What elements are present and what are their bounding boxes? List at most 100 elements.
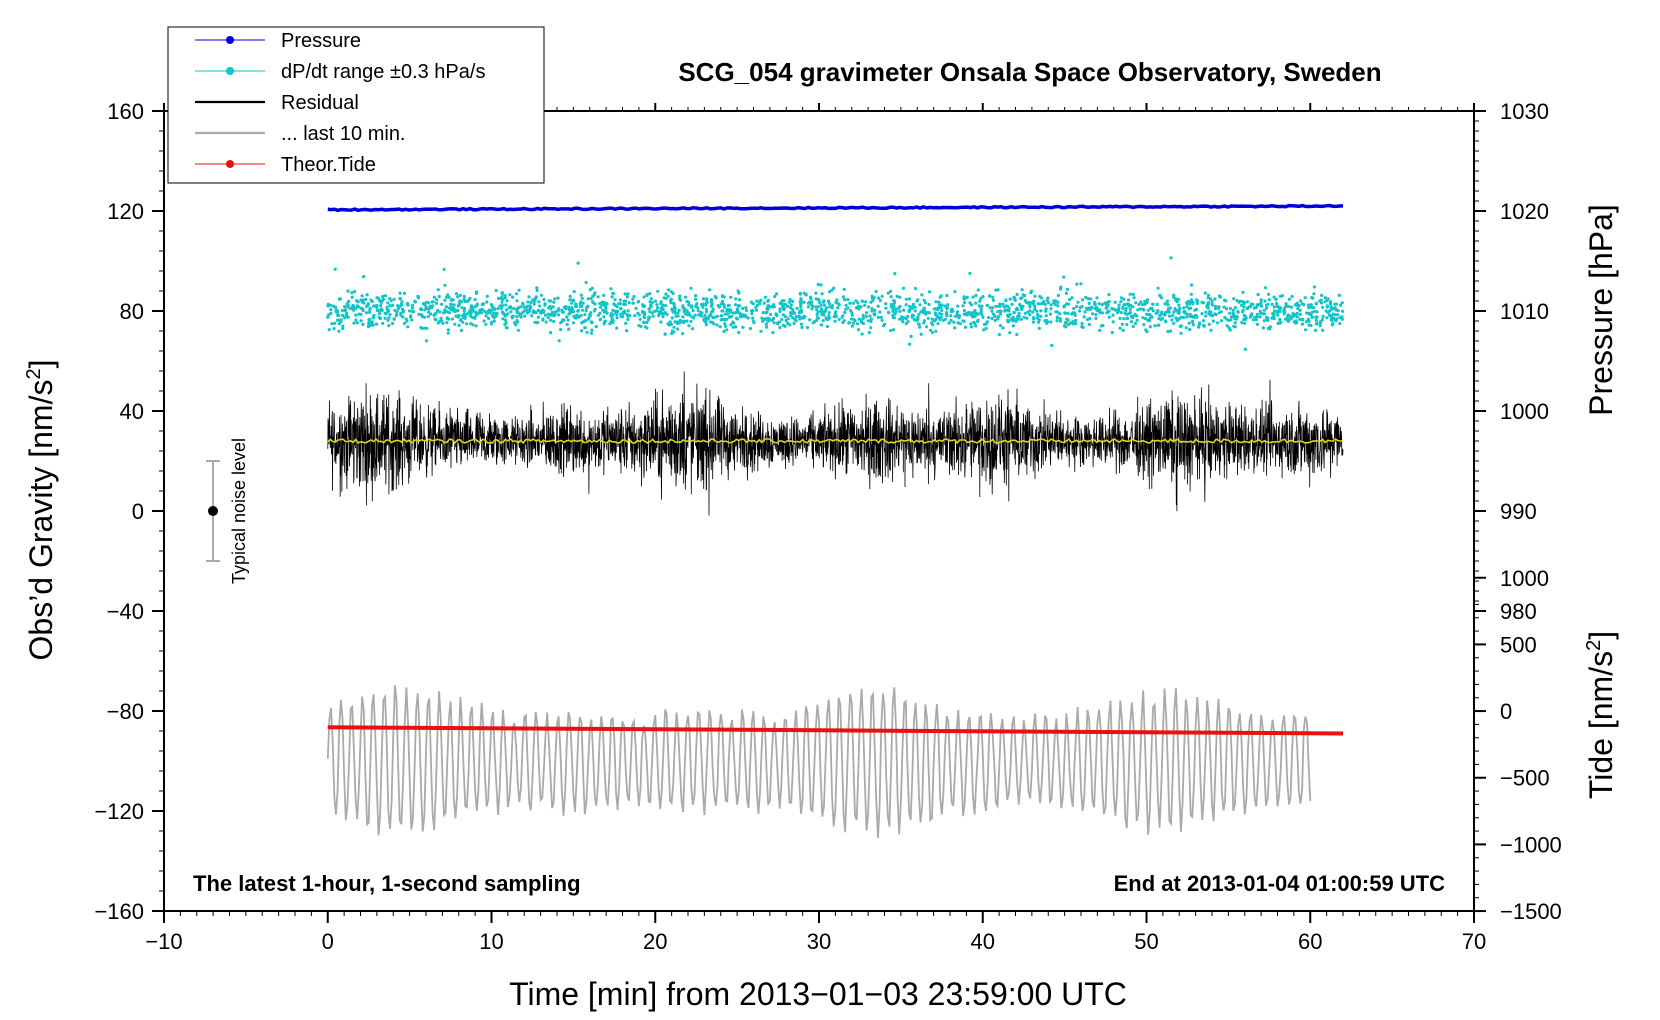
dpdt-point [470,307,474,311]
dpdt-point [1172,293,1176,297]
dpdt-point [612,291,616,296]
dpdt-point [1311,306,1316,310]
dpdt-point [703,313,707,317]
dpdt-point [786,321,790,325]
dpdt-point [1227,326,1231,330]
dpdt-point [1009,317,1014,321]
dpdt-point [411,303,415,307]
dpdt-point [666,294,670,298]
x-tick-label: 0 [322,929,334,954]
dpdt-point [728,309,732,314]
dpdt-point [1014,319,1018,323]
dpdt-point [663,332,667,336]
dpdt-point [873,308,877,312]
dpdt-point [949,314,953,318]
dpdt-point [1133,321,1138,325]
dpdt-point [405,301,410,306]
dpdt-point [1033,294,1037,298]
dpdt-point [1233,306,1237,310]
dpdt-point [329,308,333,312]
dpdt-point [816,310,820,314]
dpdt-point [1272,309,1277,313]
dpdt-point [584,306,589,310]
dpdt-point [1163,302,1167,306]
dpdt-point [661,303,665,307]
dpdt-point [887,311,891,315]
dpdt-point [744,306,748,310]
dpdt-point [926,316,930,320]
dpdt-point [1082,315,1086,319]
dpdt-point [1288,317,1292,321]
residual-mean-line [327,437,1344,445]
dpdt-point [333,267,337,271]
dpdt-point [1008,297,1012,301]
dpdt-point [1049,307,1053,311]
dpdt-point [447,306,451,310]
dpdt-point [1166,307,1171,311]
dpdt-point [645,320,649,325]
dpdt-point [549,318,553,322]
dpdt-point [735,317,740,321]
dpdt-point [1241,308,1245,312]
dpdt-point [775,314,779,318]
dpdt-point [648,300,652,304]
dpdt-point [1156,286,1160,290]
chart-title: SCG_054 gravimeter Onsala Space Observat… [678,57,1381,87]
dpdt-point [1045,298,1049,302]
dpdt-point [1084,295,1088,300]
dpdt-point [732,321,736,325]
dpdt-point [657,310,661,314]
dpdt-point [898,317,902,321]
dpdt-point [976,288,980,292]
dpdt-point [494,311,498,315]
dpdt-point [1318,324,1322,328]
dpdt-point [677,308,681,312]
dpdt-point [1165,299,1169,303]
dpdt-point [815,313,819,317]
dpdt-point [827,302,831,306]
dpdt-point [381,297,385,301]
dpdt-point [741,306,745,310]
dpdt-point [427,310,431,314]
dpdt-point [1049,303,1053,307]
dpdt-point [480,302,484,307]
dpdt-point [1121,328,1125,332]
dpdt-point [1321,314,1325,318]
dpdt-point [841,295,845,299]
dpdt-point [1148,306,1153,310]
dpdt-point [396,304,400,308]
dpdt-point [904,303,908,307]
dpdt-point [484,314,488,318]
dpdt-point [892,305,896,309]
dpdt-point [402,291,407,295]
dpdt-point [645,326,649,330]
dpdt-point [1070,312,1074,316]
dpdt-point [894,307,898,311]
dpdt-point [819,309,823,313]
dpdt-point [360,294,364,298]
dpdt-point [816,297,820,301]
dpdt-point [1132,296,1136,300]
dpdt-point [996,310,1000,314]
dpdt-point [761,319,765,323]
dpdt-point [1008,312,1012,316]
dpdt-point [726,304,730,308]
dpdt-point [886,291,890,295]
dpdt-point [670,331,674,336]
dpdt-point [1004,298,1008,302]
dpdt-point [1019,317,1023,321]
dpdt-point [1219,310,1223,314]
dpdt-point [631,301,635,305]
dpdt-point [766,319,770,323]
dpdt-point [1093,306,1097,311]
dpdt-point [869,326,873,330]
dpdt-point [1129,320,1134,324]
dpdt-point [1039,309,1043,313]
dpdt-point [1206,306,1210,310]
dpdt-point [361,275,366,279]
dpdt-point [1076,300,1080,304]
dpdt-point [1291,312,1295,316]
dpdt-point [504,321,508,325]
dpdt-point [913,286,918,291]
dpdt-point [634,306,638,311]
